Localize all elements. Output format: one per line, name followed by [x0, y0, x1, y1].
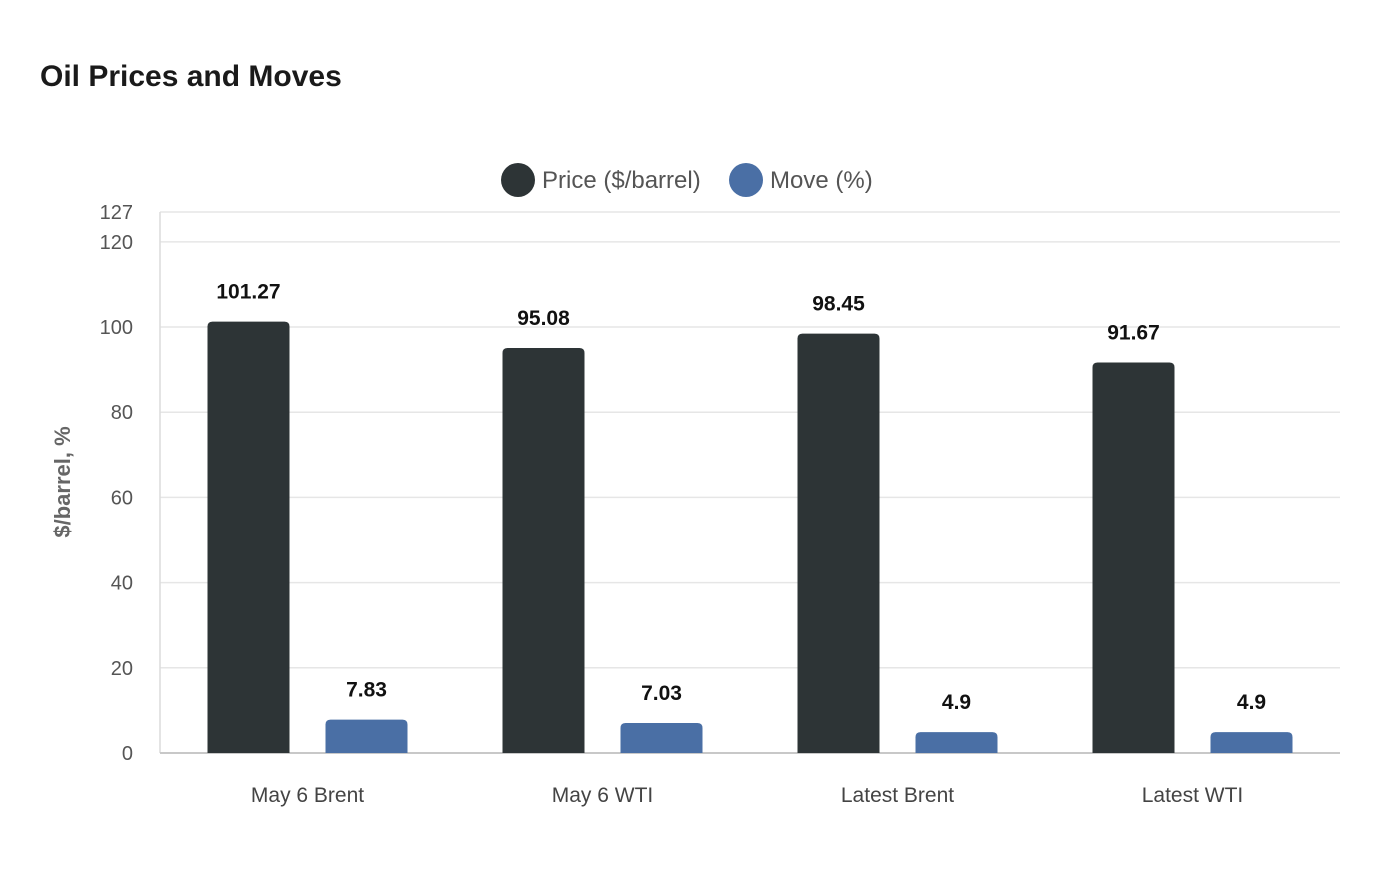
y-tick-label: 80 [111, 402, 133, 424]
bars [207, 321, 1293, 753]
data-label: 4.9 [942, 691, 971, 714]
legend-swatch [729, 163, 763, 197]
legend: Price ($/barrel) Move (%) [501, 163, 873, 197]
legend-swatch [501, 163, 535, 197]
x-tick-label: May 6 WTI [552, 784, 654, 807]
data-label: 95.08 [517, 307, 570, 330]
x-tick-label: Latest WTI [1142, 784, 1244, 807]
legend-label[interactable]: Price ($/barrel) [542, 167, 701, 194]
bar-move[interactable] [915, 732, 998, 753]
data-label: 7.83 [346, 679, 387, 702]
bar-price[interactable] [797, 333, 880, 753]
y-tick-label: 127 [100, 202, 133, 224]
x-tick-label: May 6 Brent [251, 784, 364, 807]
grid-lines [160, 211, 1340, 669]
bar-move[interactable] [1210, 732, 1293, 753]
axes: 0 20 40 60 80 100 120 127 May 6 Brent May 6 WTI La… [100, 202, 1340, 807]
chart-title: Oil Prices and Moves [40, 60, 342, 93]
legend-label[interactable]: Move (%) [770, 167, 873, 194]
data-label: 91.67 [1107, 322, 1160, 345]
bar-price[interactable] [502, 347, 585, 753]
y-tick-label: 60 [111, 487, 133, 509]
bar-move[interactable] [325, 719, 408, 753]
y-tick-label: 0 [122, 743, 133, 765]
y-tick-label: 40 [111, 573, 133, 595]
y-tick-label: 20 [111, 658, 133, 680]
data-label: 4.9 [1237, 691, 1266, 714]
data-label: 101.27 [216, 281, 280, 304]
bar-price[interactable] [1092, 362, 1175, 753]
bar-move[interactable] [620, 723, 703, 753]
y-tick-label: 100 [100, 317, 133, 339]
x-tick-label: Latest Brent [841, 784, 954, 807]
y-tick-label: 120 [100, 232, 133, 254]
data-labels: 101.27 7.83 95.08 7.03 98.45 4.9 91.67 4.9 [216, 281, 1266, 715]
data-label: 98.45 [812, 293, 865, 316]
y-axis-label: $/barrel, % [50, 426, 75, 537]
bar-price[interactable] [207, 321, 290, 753]
data-label: 7.03 [641, 682, 682, 705]
